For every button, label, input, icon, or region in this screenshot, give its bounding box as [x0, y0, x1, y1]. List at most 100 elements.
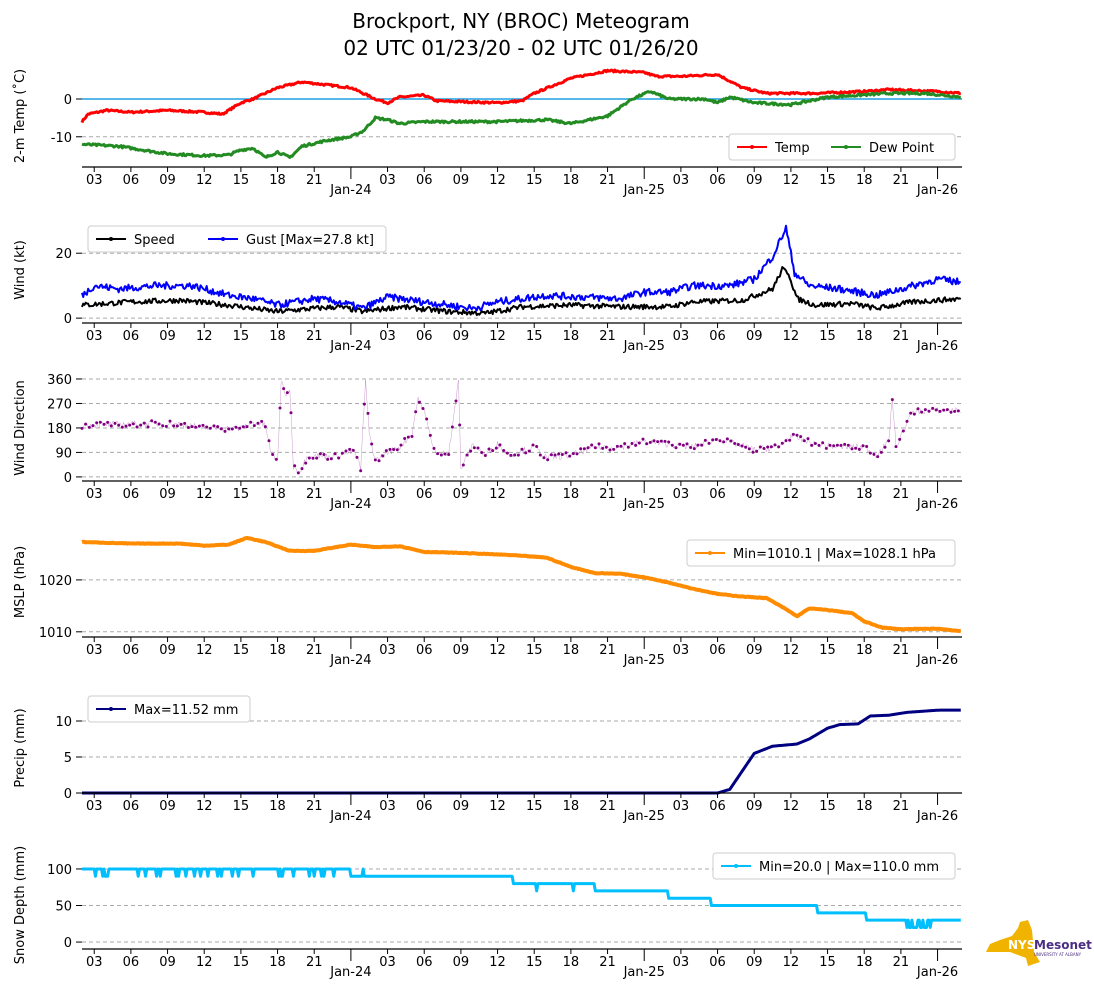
- x-tick-label: 03: [673, 329, 690, 344]
- wind-direction-point: [725, 437, 729, 441]
- wind-direction-point: [263, 425, 267, 429]
- x-tick-label: 21: [893, 799, 910, 814]
- wind-direction-point: [480, 450, 484, 454]
- wind-direction-point: [366, 411, 370, 415]
- wind-direction-point: [659, 439, 663, 443]
- wind-direction-point: [920, 410, 924, 414]
- legend: Min=1010.1 | Max=1028.1 hPa: [686, 539, 956, 567]
- wind-direction-point: [857, 447, 861, 451]
- wind-direction-point: [227, 427, 231, 431]
- x-tick-label: 06: [709, 173, 726, 188]
- y-axis-label: Precip (mm): [13, 708, 28, 787]
- wind-direction-point: [513, 453, 517, 457]
- wind-direction-point: [124, 424, 128, 428]
- x-tick-label: Jan-25: [623, 339, 665, 354]
- x-tick-label: 03: [379, 643, 396, 658]
- wind-direction-point: [707, 441, 711, 445]
- x-tick-label: 15: [233, 799, 250, 814]
- wind-direction-point: [879, 450, 883, 454]
- x-tick-label: Jan-24: [329, 339, 371, 354]
- wind-direction-point: [285, 391, 289, 395]
- wind-direction-point: [461, 463, 465, 467]
- wind-direction-point: [795, 433, 799, 437]
- wind-direction-point: [524, 451, 528, 455]
- wind-direction-point: [637, 441, 641, 445]
- wind-direction-point: [663, 439, 667, 443]
- logo-nys: NYS: [1008, 938, 1035, 952]
- x-tick-label: 12: [783, 643, 800, 658]
- wind-direction-point: [828, 443, 832, 447]
- wind-direction-point: [615, 444, 619, 448]
- x-tick-label: 03: [673, 799, 690, 814]
- y-tick-label: 5: [64, 751, 72, 766]
- series-line-dew-point: [81, 90, 962, 159]
- y-tick-label: 10: [55, 715, 72, 730]
- wind-direction-point: [289, 411, 293, 415]
- wind-direction-point: [98, 420, 102, 424]
- x-tick-label: Jan-26: [916, 497, 958, 512]
- wind-direction-point: [846, 443, 850, 447]
- wind-direction-point: [696, 443, 700, 447]
- series-line-temp: [80, 68, 962, 124]
- y-tick-label: 50: [55, 900, 72, 915]
- wind-direction-point: [175, 424, 179, 428]
- wind-direction-point: [788, 438, 792, 442]
- wind-direction-point: [931, 406, 935, 410]
- wind-direction-point: [780, 441, 784, 445]
- legend-marker: [708, 551, 712, 555]
- wind-direction-point: [436, 452, 440, 456]
- wind-direction-point: [487, 447, 491, 451]
- wind-direction-point: [832, 444, 836, 448]
- x-tick-label: 09: [453, 955, 470, 970]
- wind-direction-point: [494, 446, 498, 450]
- x-tick-label: Jan-26: [916, 965, 958, 980]
- wind-direction-point: [395, 448, 399, 452]
- wind-direction-point: [84, 422, 88, 426]
- x-tick-label: 06: [123, 643, 140, 658]
- y-tick-label: 0: [64, 936, 72, 951]
- wind-direction-point: [362, 402, 366, 406]
- wind-direction-point: [553, 453, 557, 457]
- x-tick-label: 03: [86, 799, 103, 814]
- x-tick-label: 12: [783, 173, 800, 188]
- y-axis-label: 2-m Temp (˚C): [12, 69, 28, 163]
- legend-box: [87, 695, 251, 723]
- x-tick-label: 21: [893, 955, 910, 970]
- x-tick-label: 21: [306, 487, 323, 502]
- wind-direction-point: [106, 420, 110, 424]
- chart-title-line1: Brockport, NY (BROC) Meteogram: [352, 9, 689, 33]
- wind-direction-point: [623, 442, 627, 446]
- wind-direction-point: [157, 422, 161, 426]
- x-tick-label: 12: [489, 173, 506, 188]
- x-tick-label: 21: [599, 173, 616, 188]
- wind-direction-point: [505, 451, 509, 455]
- x-tick-label: 18: [856, 173, 873, 188]
- x-tick-label: 15: [819, 799, 836, 814]
- wind-direction-point: [146, 425, 150, 429]
- x-tick-label: 18: [563, 173, 580, 188]
- x-tick-label: 09: [159, 955, 176, 970]
- wind-direction-point: [208, 426, 212, 430]
- x-tick-label: 18: [269, 955, 286, 970]
- new-york-state-shape-icon: [986, 920, 1040, 966]
- x-tick-label: Jan-26: [916, 339, 958, 354]
- wind-direction-point: [652, 439, 656, 443]
- wind-direction-point: [872, 452, 876, 456]
- legend: Min=20.0 | Max=110.0 mm: [712, 852, 956, 880]
- x-tick-label: 09: [159, 329, 176, 344]
- x-tick-label: 09: [746, 329, 763, 344]
- wind-direction-point: [641, 437, 645, 441]
- x-tick-label: 06: [416, 643, 433, 658]
- legend-label: Max=11.52 mm: [134, 703, 238, 718]
- wind-direction-point: [527, 449, 531, 453]
- x-tick-label: 15: [526, 799, 543, 814]
- x-tick-label: Jan-26: [916, 653, 958, 668]
- wind-direction-point: [241, 425, 245, 429]
- wind-direction-point: [219, 427, 223, 431]
- wind-direction-point: [469, 449, 473, 453]
- wind-direction-point: [681, 443, 685, 447]
- wind-direction-point: [318, 452, 322, 456]
- wind-direction-point: [557, 452, 561, 456]
- wind-direction-point: [942, 408, 946, 412]
